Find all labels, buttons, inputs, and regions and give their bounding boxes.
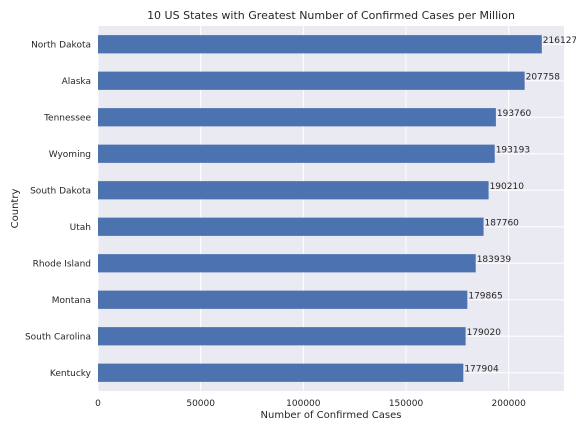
bar-value-label: 177904	[464, 364, 499, 374]
bar-value-label: 190210	[490, 182, 525, 192]
x-tick-label: 200000	[492, 399, 527, 409]
bar-utah	[98, 217, 484, 236]
bar-value-label: 179865	[468, 291, 502, 301]
y-tick-label: Rhode Island	[33, 259, 91, 269]
bar-value-label: 183939	[477, 255, 512, 265]
x-tick-labels: 0 50000 100000 150000 200000	[95, 399, 526, 409]
bar-value-label: 216127	[543, 36, 576, 46]
bar-south-carolina	[98, 327, 466, 346]
y-tick-label: Montana	[52, 296, 91, 306]
x-tick-label: 100000	[286, 399, 321, 409]
bar-value-label: 187760	[485, 218, 520, 228]
x-tick-label: 50000	[186, 399, 215, 409]
y-tick-label: North Dakota	[31, 40, 91, 50]
bar-value-label: 193760	[497, 109, 532, 119]
bar-kentucky	[98, 363, 464, 382]
y-tick-label: South Carolina	[25, 332, 91, 342]
bar-south-dakota	[98, 181, 489, 200]
bar-rhode-island	[98, 254, 476, 273]
chart-title: 10 US States with Greatest Number of Con…	[147, 9, 515, 22]
y-tick-label: South Dakota	[30, 186, 91, 196]
y-tick-label: Utah	[70, 223, 91, 233]
y-axis-label: Country	[10, 189, 21, 229]
bar-alaska	[98, 71, 525, 90]
bar-value-label: 179020	[467, 328, 502, 338]
bars	[98, 35, 542, 382]
bar-tennessee	[98, 108, 496, 127]
y-tick-label: Kentucky	[50, 369, 92, 379]
bar-north-dakota	[98, 35, 542, 54]
y-tick-label: Wyoming	[49, 150, 91, 160]
x-axis-label: Number of Confirmed Cases	[261, 410, 402, 421]
bar-value-label: 193193	[496, 145, 530, 155]
bar-montana	[98, 290, 468, 309]
x-tick-label: 150000	[389, 399, 424, 409]
value-labels: 216127 207758 193760 193193 190210 187760 1839…	[464, 36, 576, 375]
bar-wyoming	[98, 144, 495, 163]
x-tick-label: 0	[95, 399, 101, 409]
bar-value-label: 207758	[526, 72, 561, 82]
y-tick-label: Tennessee	[43, 113, 91, 123]
y-tick-labels: North Dakota Alaska Tennessee Wyoming South …	[25, 40, 92, 379]
y-tick-label: Alaska	[62, 77, 91, 87]
